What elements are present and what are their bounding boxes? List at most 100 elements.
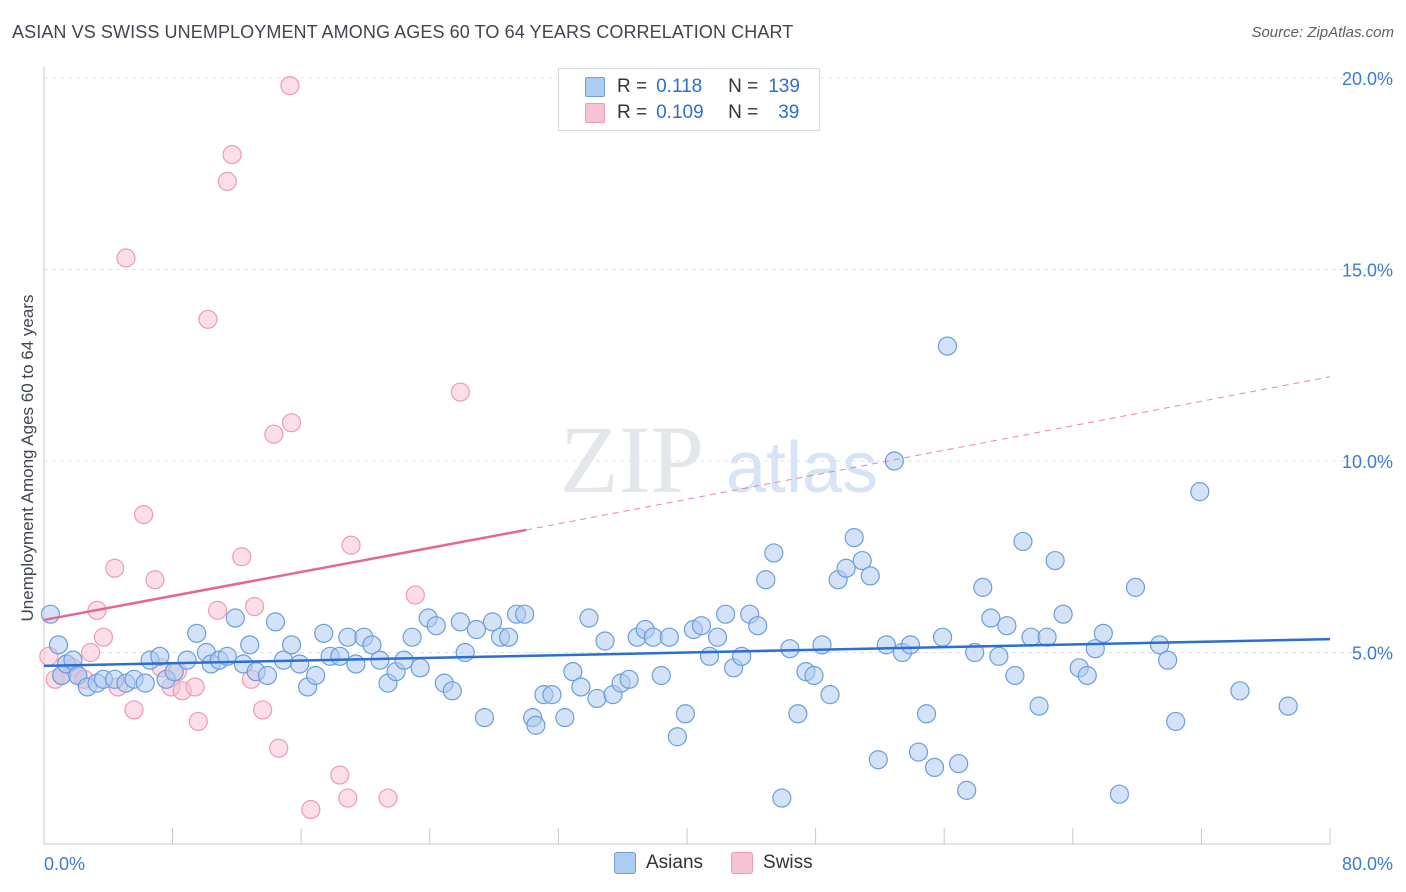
legend-r-value: 0.118 — [656, 76, 703, 97]
asian-point — [1053, 604, 1073, 624]
asian-point — [587, 688, 607, 709]
y-tick-label: 5.0% — [1352, 644, 1393, 664]
swiss-point — [341, 535, 361, 555]
swiss-point — [280, 76, 300, 96]
asian-point — [571, 677, 591, 697]
swiss-point — [124, 700, 144, 720]
asian-point — [346, 654, 366, 674]
swiss-point — [264, 424, 284, 444]
series-legend: Asians Swiss — [614, 852, 841, 874]
swiss-point — [450, 382, 470, 402]
legend-item-swiss[interactable]: Swiss — [731, 852, 813, 874]
asian-trend-line — [43, 637, 1331, 668]
asian-point — [1166, 711, 1186, 732]
tick-labels: 5.0% 10.0% 15.0% 20.0% 0.0% 80.0% — [44, 69, 1393, 874]
asian-point — [563, 662, 583, 682]
asian-point — [1125, 577, 1146, 597]
asian-point — [812, 635, 832, 655]
asian-point — [466, 619, 487, 640]
asian-point — [965, 642, 985, 663]
legend-swatch-asians — [585, 77, 605, 97]
legend-swatch-swiss — [731, 852, 754, 874]
asian-point — [1150, 635, 1170, 655]
trend-lines — [43, 376, 1331, 668]
asian-point — [675, 704, 695, 724]
asian-point — [707, 627, 728, 647]
asian-point — [643, 627, 663, 647]
asian-point — [748, 616, 768, 636]
asian-point — [932, 627, 953, 647]
legend-r-label: R = — [617, 76, 648, 97]
grid-lines — [44, 77, 1370, 653]
asian-point — [937, 336, 958, 356]
asian-point — [257, 665, 278, 686]
asian-point — [780, 639, 800, 659]
correlation-legend: R = 0.118 N = 139 R = 0.109 N = 39 — [558, 68, 820, 131]
swiss-point — [338, 788, 358, 808]
swiss-point — [116, 248, 136, 268]
asian-point — [394, 650, 414, 670]
watermark: ZIP atlas — [560, 406, 878, 513]
asian-point — [973, 577, 993, 597]
asian-point — [225, 608, 245, 628]
asian-point — [1005, 665, 1025, 686]
swiss-point — [330, 765, 350, 785]
legend-row-swiss: R = 0.109 N = 39 — [585, 101, 799, 125]
asian-point — [498, 627, 519, 647]
asian-point — [338, 627, 358, 647]
y-tick-label: 20.0% — [1342, 69, 1393, 89]
swiss-point — [188, 711, 208, 732]
asian-point — [1109, 784, 1130, 804]
asian-series — [40, 336, 1298, 808]
swiss-point — [105, 558, 125, 578]
chart-title: ASIAN VS SWISS UNEMPLOYMENT AMONG AGES 6… — [12, 22, 794, 42]
asian-point — [515, 604, 535, 624]
swiss-point — [232, 547, 252, 567]
asian-point — [450, 612, 470, 632]
swiss-point — [301, 799, 321, 820]
swiss-point — [198, 309, 218, 329]
asian-point — [756, 570, 776, 590]
asian-point — [1278, 696, 1298, 716]
asian-point — [1077, 665, 1097, 686]
asian-point — [981, 608, 1001, 628]
asian-point — [949, 753, 969, 774]
asian-point — [177, 650, 197, 670]
asian-point — [820, 685, 840, 705]
asian-point — [699, 646, 720, 666]
asian-point — [924, 757, 945, 778]
legend-n-label: N = — [728, 102, 759, 123]
asian-point — [1021, 627, 1041, 647]
asian-point — [187, 623, 207, 643]
asian-point — [989, 646, 1009, 666]
asian-point — [852, 550, 872, 571]
swiss-point — [217, 171, 237, 192]
asian-point — [691, 616, 712, 636]
asian-point — [281, 635, 302, 655]
asian-point — [908, 742, 929, 762]
asian-point — [772, 788, 792, 808]
swiss-point — [253, 700, 273, 720]
asian-point — [1190, 482, 1210, 502]
asian-point — [542, 685, 562, 705]
swiss-point — [378, 788, 398, 808]
legend-item-asians[interactable]: Asians — [614, 852, 703, 874]
swiss-point — [208, 600, 228, 620]
asian-point — [579, 608, 599, 628]
asian-point — [1013, 531, 1033, 552]
asian-point — [150, 646, 170, 666]
asian-point — [1230, 681, 1250, 701]
asian-point — [667, 727, 687, 747]
asian-point — [595, 631, 615, 651]
swiss-point — [134, 505, 154, 525]
swiss-series — [39, 76, 470, 820]
asian-point — [48, 635, 69, 655]
asian-point — [265, 612, 286, 632]
asian-point — [957, 780, 977, 800]
source-credit: Source: ZipAtlas.com — [1251, 24, 1394, 41]
asian-point — [836, 558, 856, 578]
y-tick-label: 10.0% — [1342, 452, 1393, 472]
asian-point — [876, 635, 896, 655]
asian-point — [1045, 550, 1065, 571]
